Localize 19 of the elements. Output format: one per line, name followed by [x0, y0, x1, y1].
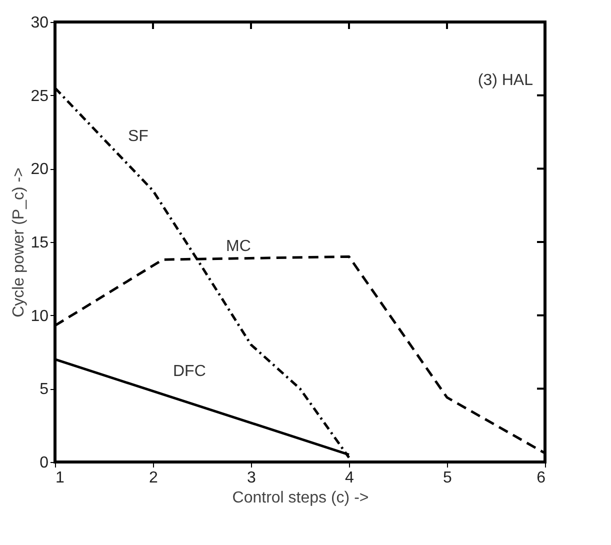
y-tick-label: 0	[40, 454, 49, 472]
x-axis-title: Control steps (c) ->	[232, 490, 369, 506]
series-label: MC	[226, 238, 251, 255]
x-tick-label: 6	[536, 470, 546, 486]
series-label: SF	[128, 128, 149, 145]
y-axis-title: Cycle power (P_c) ->	[10, 168, 28, 318]
x-tick-label: 5	[443, 470, 452, 486]
x-tick-label: 4	[345, 470, 354, 486]
y-tick-label: 30	[30, 14, 49, 32]
annotation: (3) HAL	[478, 72, 534, 89]
x-tick-label: 3	[247, 470, 256, 486]
x-tick-label: 2	[149, 470, 158, 486]
y-tick-label: 25	[30, 88, 49, 105]
y-tick-label: 10	[30, 308, 49, 325]
x-tick-label: 1	[56, 470, 64, 486]
y-tick-label: 15	[30, 234, 49, 252]
series-label: DFC	[173, 363, 206, 380]
y-tick-label: 20	[30, 161, 49, 178]
y-tick-label: 5	[40, 381, 49, 398]
